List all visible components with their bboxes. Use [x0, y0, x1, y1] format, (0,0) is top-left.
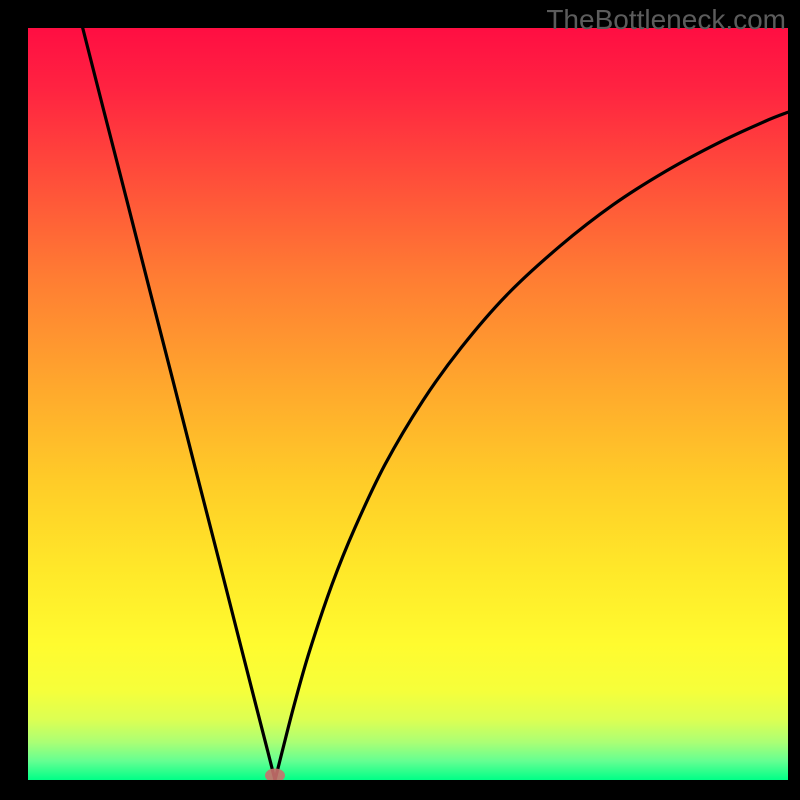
chart-background	[28, 28, 788, 780]
chart-frame: TheBottleneck.com	[0, 0, 800, 800]
bottleneck-chart	[28, 28, 788, 780]
watermark-text: TheBottleneck.com	[546, 4, 786, 36]
